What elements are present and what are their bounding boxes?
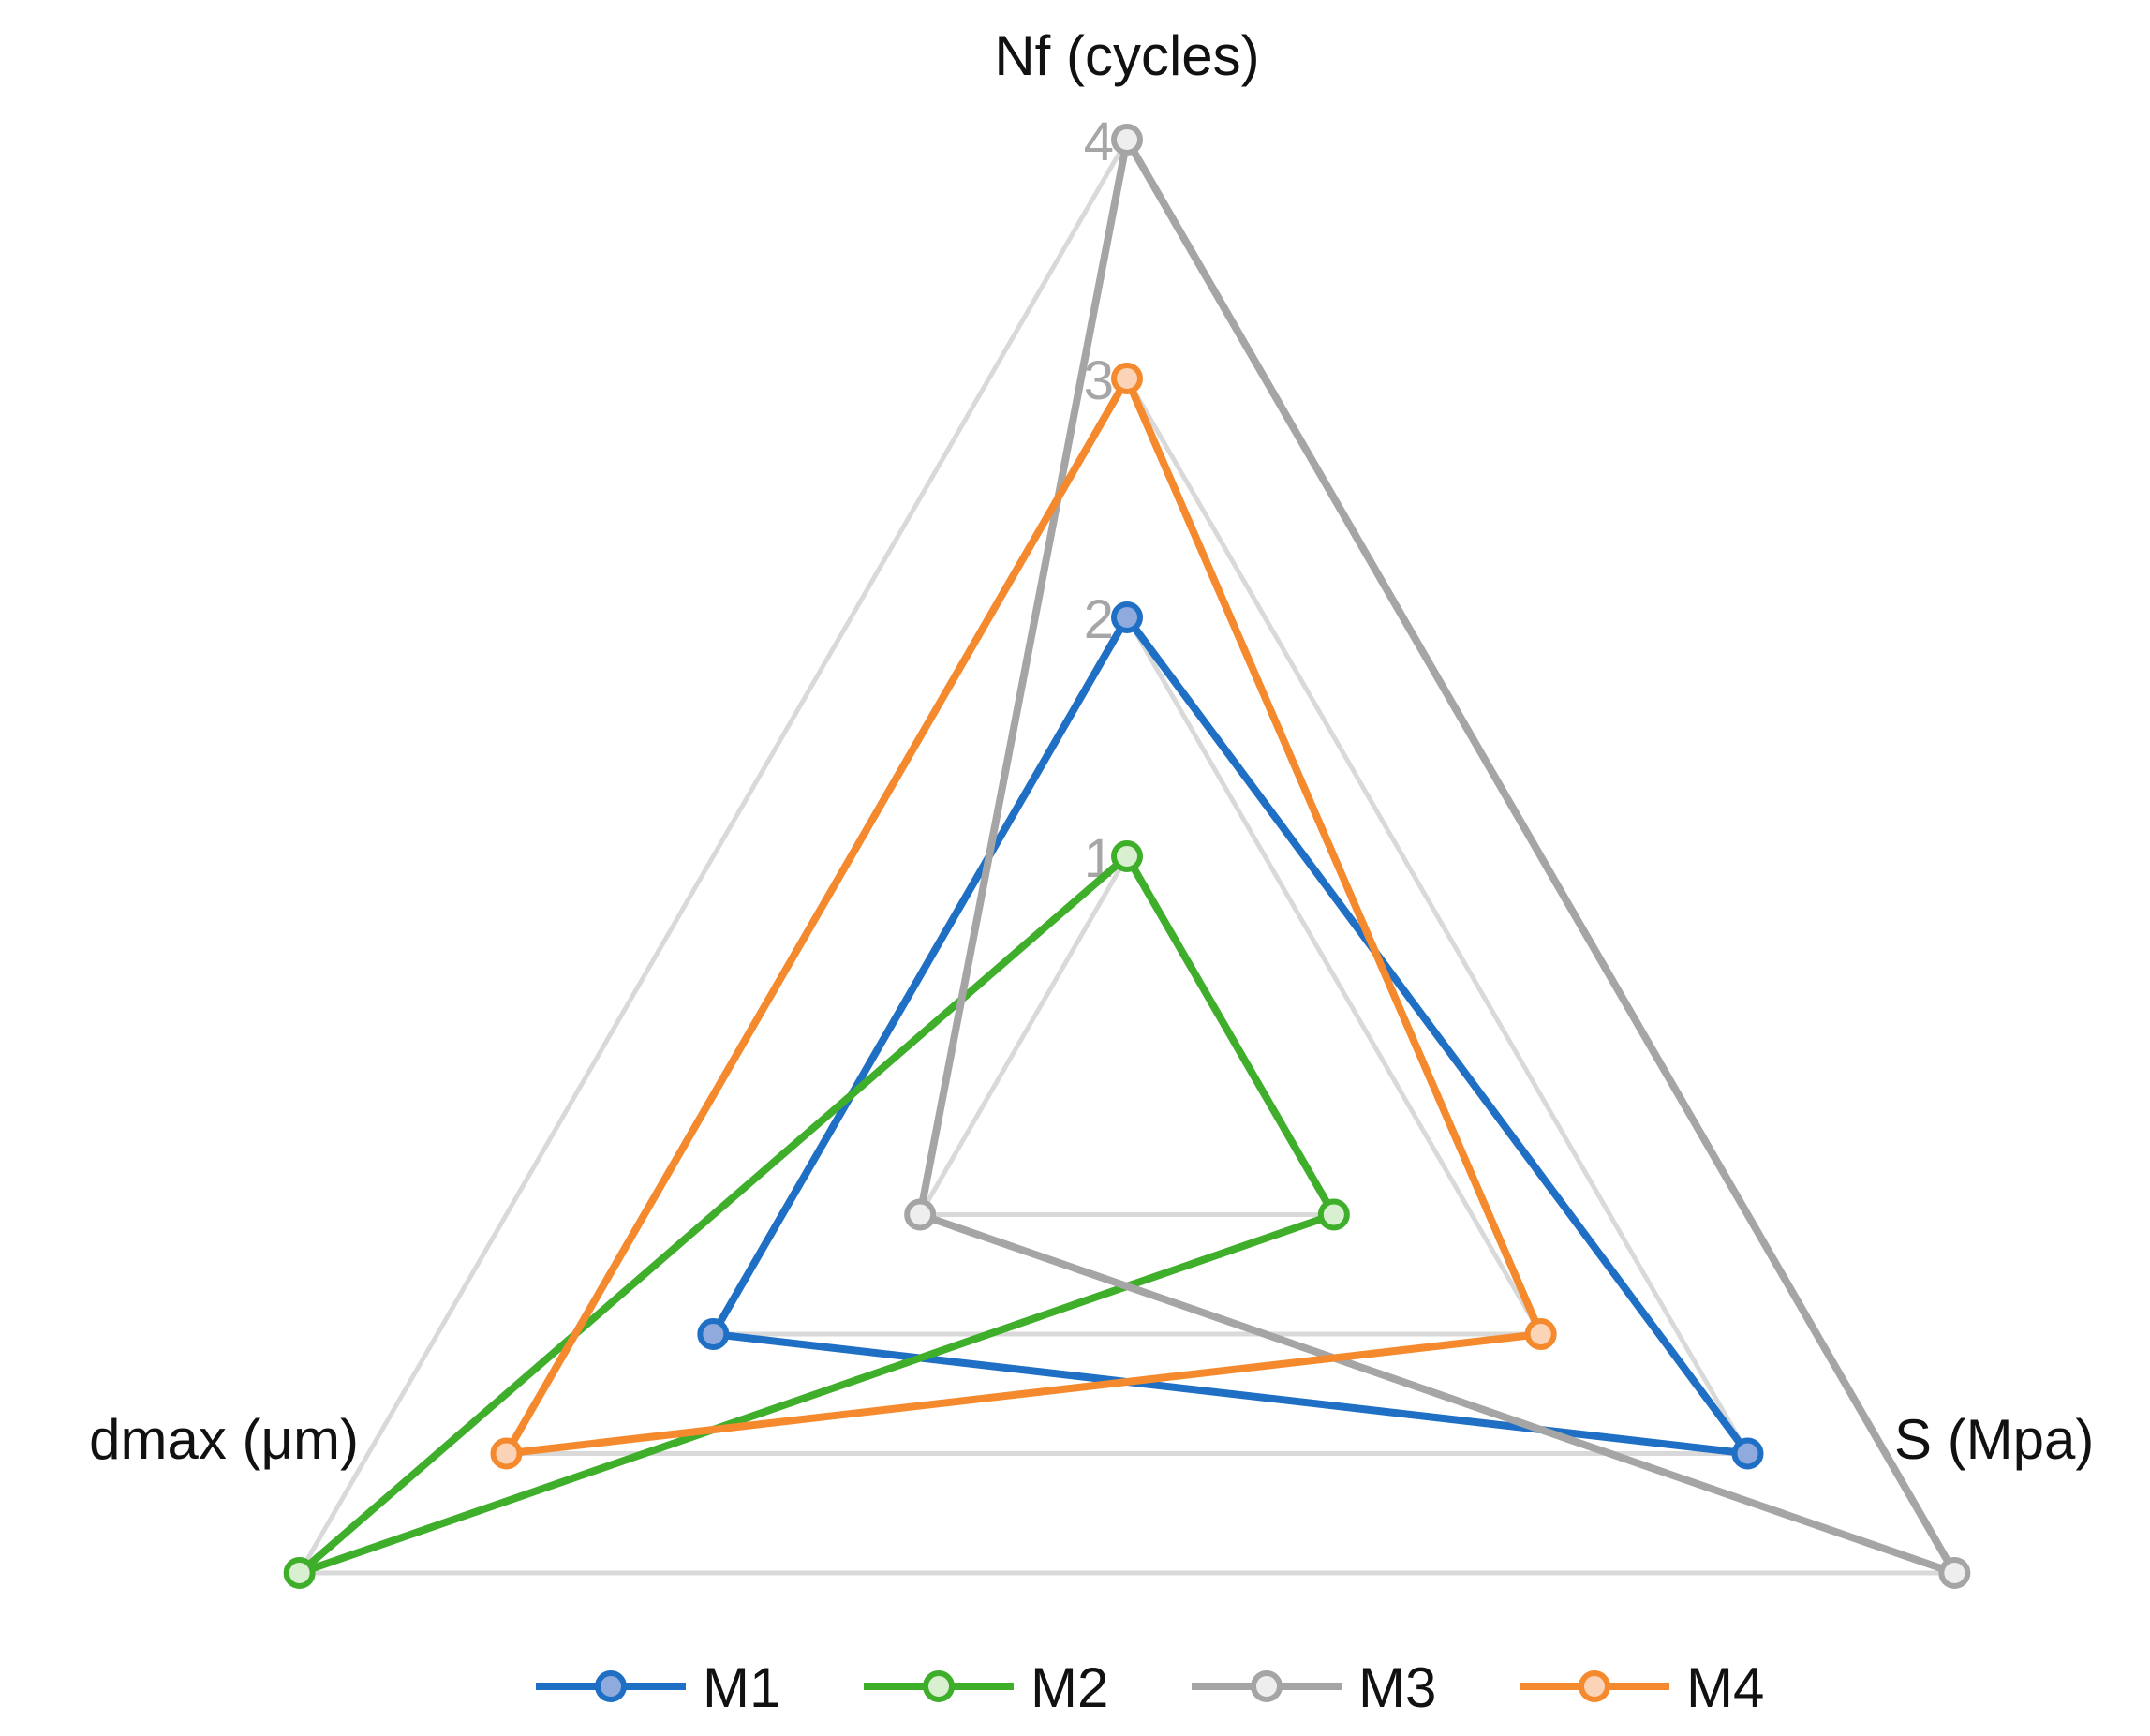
legend-label-m2: M2 xyxy=(1031,1656,1108,1719)
data-point-m3-2 xyxy=(1938,1557,1971,1589)
axis-label-nf: Nf (cycles) xyxy=(994,24,1259,87)
tick-label-4: 4 xyxy=(1084,111,1114,172)
grid-ring-2 xyxy=(708,613,1546,1337)
axis-label-s: S (Mpa) xyxy=(1894,1408,2094,1471)
data-point-m4-3 xyxy=(490,1437,523,1470)
data-point-m2-3 xyxy=(283,1557,316,1589)
legend-label-m4: M4 xyxy=(1686,1656,1764,1719)
series-m4 xyxy=(490,363,1557,1470)
data-point-m2-2 xyxy=(1317,1198,1350,1231)
data-point-m3-3 xyxy=(904,1198,937,1231)
series-m3 xyxy=(904,124,1971,1589)
series-line-m2 xyxy=(297,850,1340,1577)
legend-label-m3: M3 xyxy=(1358,1656,1436,1719)
legend-marker-m2 xyxy=(923,1670,955,1702)
series-m1 xyxy=(697,601,1764,1470)
tick-label-2: 2 xyxy=(1084,589,1114,650)
series-m2 xyxy=(283,840,1350,1589)
legend-marker-m4 xyxy=(1579,1670,1610,1702)
data-point-m1-3 xyxy=(697,1318,730,1350)
legend-item-m1: M1 xyxy=(536,1656,780,1719)
axis-label-dmax: dmax (μm) xyxy=(89,1408,359,1471)
data-point-m2-1 xyxy=(1111,840,1143,872)
data-point-m1-1 xyxy=(1111,601,1143,633)
legend-item-m3: M3 xyxy=(1192,1656,1436,1719)
series-line-m4 xyxy=(499,370,1547,1459)
data-point-m4-2 xyxy=(1524,1318,1557,1350)
legend-label-m1: M1 xyxy=(703,1656,780,1719)
data-point-m1-2 xyxy=(1731,1437,1764,1470)
series-line-m1 xyxy=(706,610,1757,1459)
axis-labels: Nf (cycles) S (Mpa) dmax (μm) xyxy=(89,24,2094,1471)
legend-marker-m3 xyxy=(1251,1670,1283,1702)
legend-item-m2: M2 xyxy=(864,1656,1108,1719)
grid-ring-3 xyxy=(502,373,1752,1456)
data-series xyxy=(283,124,1971,1589)
data-point-m4-1 xyxy=(1111,363,1143,394)
data-point-m3-1 xyxy=(1111,124,1143,156)
tick-label-3: 3 xyxy=(1084,350,1114,411)
legend: M1 M2 M3 M4 xyxy=(536,1656,1764,1719)
legend-item-m4: M4 xyxy=(1520,1656,1764,1719)
series-line-m3 xyxy=(915,128,1964,1580)
legend-marker-m1 xyxy=(595,1670,627,1702)
